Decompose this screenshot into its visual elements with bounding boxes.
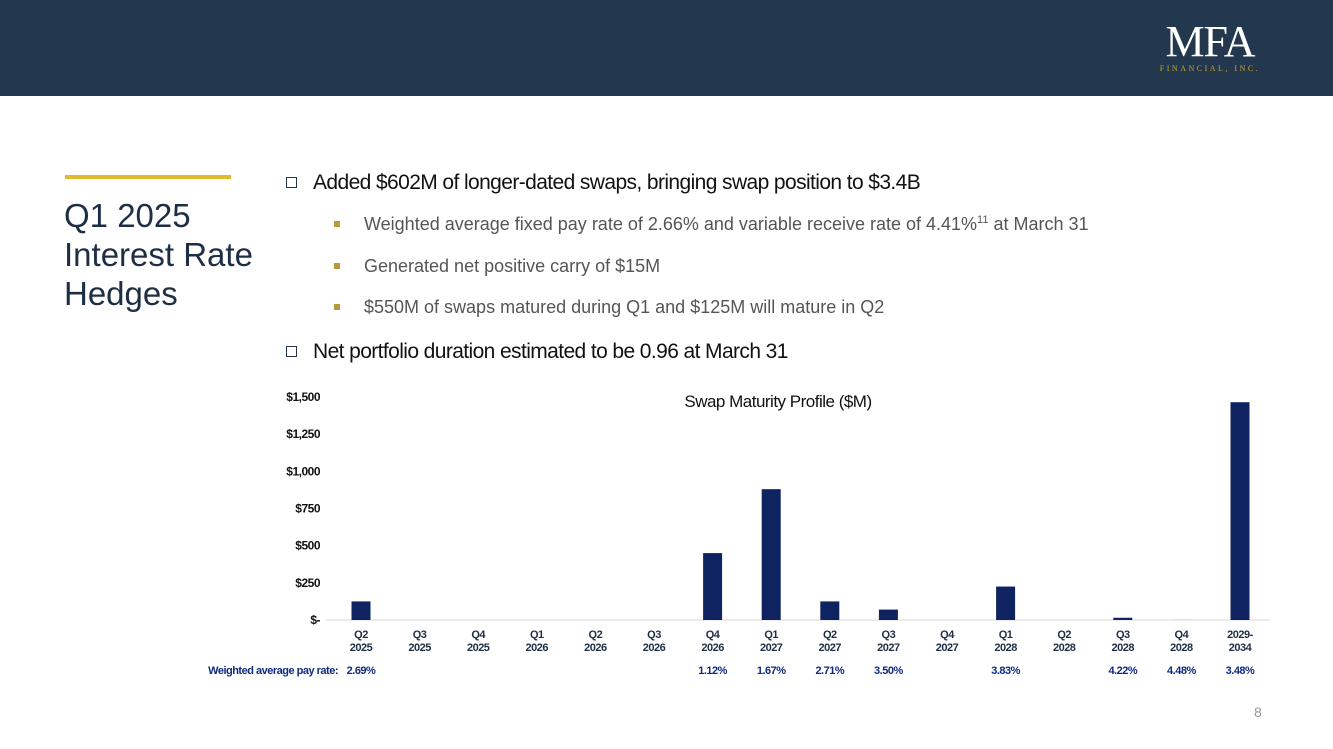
rate-row-label: Weighted average pay rate: — [208, 665, 338, 677]
rate-label: 2.71% — [815, 665, 844, 677]
x-tick-label: 2026 — [643, 642, 666, 654]
bar — [1230, 402, 1250, 620]
chart-title: Swap Maturity Profile ($M) — [684, 392, 871, 411]
bar — [1113, 617, 1133, 620]
title-accent-line — [65, 175, 231, 179]
rate-label: 3.83% — [991, 665, 1020, 677]
bar — [996, 586, 1016, 620]
x-tick-label: Q2 — [589, 629, 603, 641]
y-tick-label: $1,500 — [286, 390, 321, 404]
bullet-text: Weighted average fixed pay rate of 2.66%… — [364, 214, 978, 234]
bullet-main: Added $602M of longer-dated swaps, bring… — [286, 171, 921, 195]
y-tick-label: $1,000 — [286, 464, 321, 478]
bullet-text: Generated net positive carry of $15M — [364, 256, 661, 276]
logo-main: MFA — [1165, 17, 1255, 66]
x-tick-label: 2026 — [701, 642, 724, 654]
x-tick-label: Q3 — [882, 629, 896, 641]
bar — [761, 489, 781, 620]
bar — [703, 553, 723, 620]
square-bullet-icon — [334, 304, 340, 310]
x-tick-label: Q2 — [354, 629, 368, 641]
logo-sub: FINANCIAL, INC. — [1159, 64, 1261, 73]
bullet-main: Net portfolio duration estimated to be 0… — [286, 340, 788, 364]
bar — [351, 601, 371, 620]
checkbox-bullet-icon — [286, 177, 297, 188]
y-tick-label: $1,250 — [286, 427, 321, 441]
square-bullet-icon — [334, 221, 340, 227]
x-tick-label: 2025 — [467, 642, 490, 654]
y-tick-label: $- — [310, 613, 320, 627]
rate-label: 2.69% — [347, 665, 376, 677]
x-tick-label: 2027 — [819, 642, 842, 654]
bar — [1171, 619, 1191, 620]
bullet-text: $550M of swaps matured during Q1 and $12… — [364, 297, 885, 317]
x-tick-label: Q3 — [413, 629, 427, 641]
x-tick-label: 2025 — [350, 642, 373, 654]
header-bar: MFA FINANCIAL, INC. — [0, 0, 1333, 96]
slide-title: Q1 2025 Interest Rate Hedges — [64, 196, 253, 313]
x-tick-label: Q1 — [530, 629, 544, 641]
x-tick-label: Q4 — [940, 629, 955, 641]
x-tick-label: Q4 — [1175, 629, 1190, 641]
page-number: 8 — [1254, 704, 1262, 720]
y-tick-label: $500 — [295, 539, 321, 553]
bullet-sub: Generated net positive carry of $15M — [334, 256, 660, 277]
x-tick-label: Q2 — [1057, 629, 1071, 641]
y-tick-label: $250 — [295, 576, 321, 590]
x-tick-label: 2025 — [408, 642, 431, 654]
rate-label: 1.12% — [698, 665, 727, 677]
x-tick-label: Q3 — [1116, 629, 1130, 641]
x-tick-label: Q1 — [764, 629, 778, 641]
x-tick-label: Q3 — [647, 629, 661, 641]
x-tick-label: 2027 — [877, 642, 900, 654]
rate-label: 3.50% — [874, 665, 903, 677]
title-line: Interest Rate — [64, 236, 253, 273]
bar — [820, 601, 840, 620]
bullet-text: Added $602M of longer-dated swaps, bring… — [313, 171, 921, 194]
x-tick-label: 2028 — [994, 642, 1017, 654]
y-tick-label: $750 — [295, 502, 321, 516]
mfa-logo: MFA FINANCIAL, INC. — [1150, 17, 1270, 74]
x-tick-label: 2028 — [1053, 642, 1076, 654]
rate-label: 4.22% — [1108, 665, 1137, 677]
x-tick-label: 2026 — [584, 642, 607, 654]
x-tick-label: 2027 — [936, 642, 959, 654]
bullet-text: at March 31 — [988, 214, 1089, 234]
x-tick-label: 2028 — [1112, 642, 1135, 654]
bullet-sub: $550M of swaps matured during Q1 and $12… — [334, 297, 884, 318]
x-tick-label: 2027 — [760, 642, 783, 654]
x-tick-label: Q1 — [999, 629, 1013, 641]
title-line: Q1 2025 — [64, 197, 191, 234]
x-tick-label: Q4 — [471, 629, 486, 641]
bullet-sub: Weighted average fixed pay rate of 2.66%… — [334, 214, 1089, 235]
bar — [878, 609, 898, 620]
checkbox-bullet-icon — [286, 346, 297, 357]
x-tick-label: Q4 — [706, 629, 721, 641]
x-tick-label: 2026 — [526, 642, 549, 654]
x-tick-label: 2028 — [1170, 642, 1193, 654]
title-line: Hedges — [64, 275, 178, 312]
x-tick-label: 2034 — [1229, 642, 1253, 654]
bullet-text: Net portfolio duration estimated to be 0… — [313, 340, 788, 363]
rate-label: 3.48% — [1226, 665, 1255, 677]
x-tick-label: Q2 — [823, 629, 837, 641]
x-tick-label: 2029- — [1227, 629, 1253, 641]
footnote-ref: 11 — [977, 214, 989, 226]
rate-label: 1.67% — [757, 665, 786, 677]
rate-label: 4.48% — [1167, 665, 1196, 677]
square-bullet-icon — [334, 263, 340, 269]
